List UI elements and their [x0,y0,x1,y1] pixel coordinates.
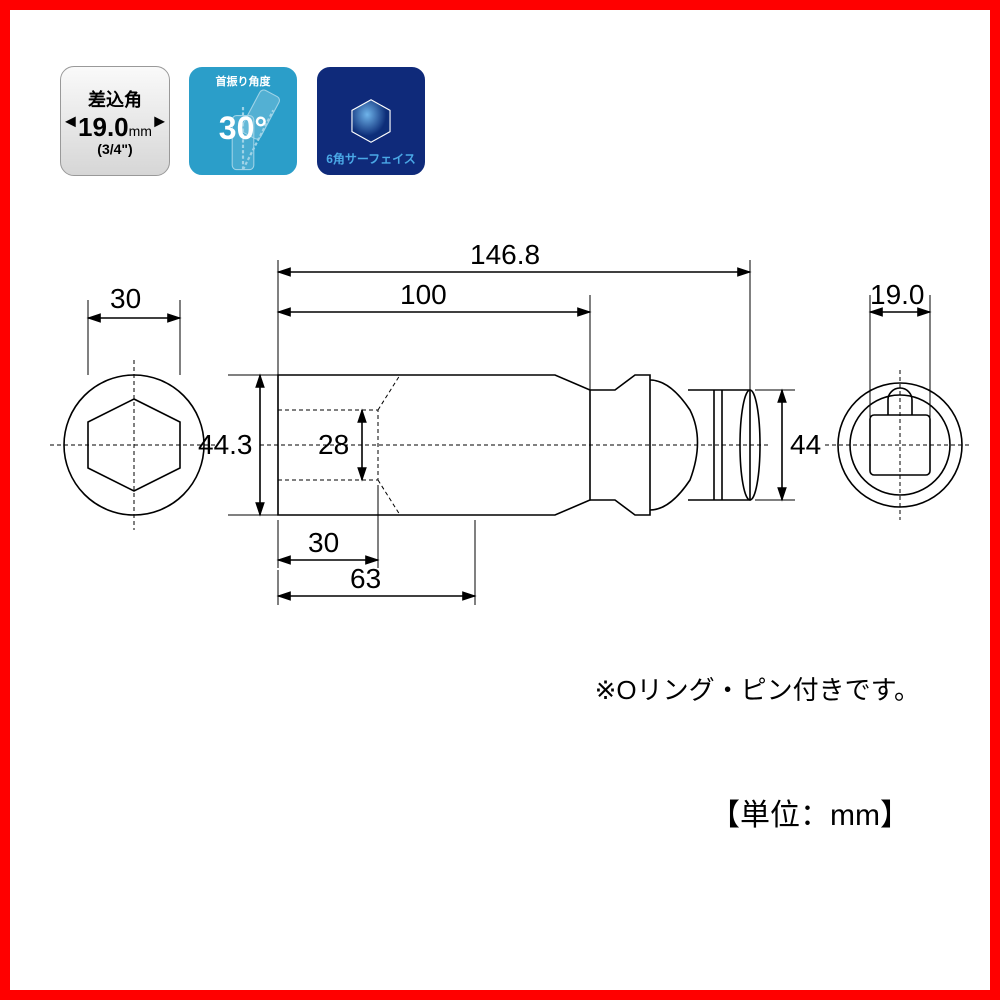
drive-label: 差込角 [88,86,142,112]
note-text: ※Oリング・ピン付きです。 [595,670,920,707]
hex-surface-badge: 6角サーフェイス [316,66,426,176]
dim-front-width: 30 [110,283,141,314]
drive-size-badge: ◀▶ 差込角 19.0mm (3/4") [60,66,170,176]
dim-step-length: 63 [350,563,381,594]
hex-caption: 6角サーフェイス [326,150,416,167]
dimension-diagram: 30 146.8 100 [50,240,970,660]
swing-angle-badge: 首振り角度 30° [188,66,298,176]
hexagon-icon [343,93,399,149]
dim-drive-square: 19.0 [870,279,925,310]
drive-value: 19.0 [78,112,129,142]
drive-unit: mm [129,123,152,139]
rear-view: 19.0 [825,279,970,520]
drive-sub: (3/4") [97,141,132,157]
dim-socket-od: 44.3 [198,429,253,460]
dim-drive-od: 44 [790,429,821,460]
dim-inner-depth: 28 [318,429,349,460]
front-view: 30 [50,283,218,530]
badge-row: ◀▶ 差込角 19.0mm (3/4") 首振り角度 30° 6角サーフェイス [60,66,426,176]
dim-socket-length: 100 [400,279,447,310]
dim-total-length: 146.8 [470,240,540,270]
outer-frame: ◀▶ 差込角 19.0mm (3/4") 首振り角度 30° 6角サーフェイス [0,0,1000,1000]
side-view: 146.8 100 [198,240,821,605]
dim-inner-width: 30 [308,527,339,558]
unit-label: 【単位：mm】 [710,790,910,834]
